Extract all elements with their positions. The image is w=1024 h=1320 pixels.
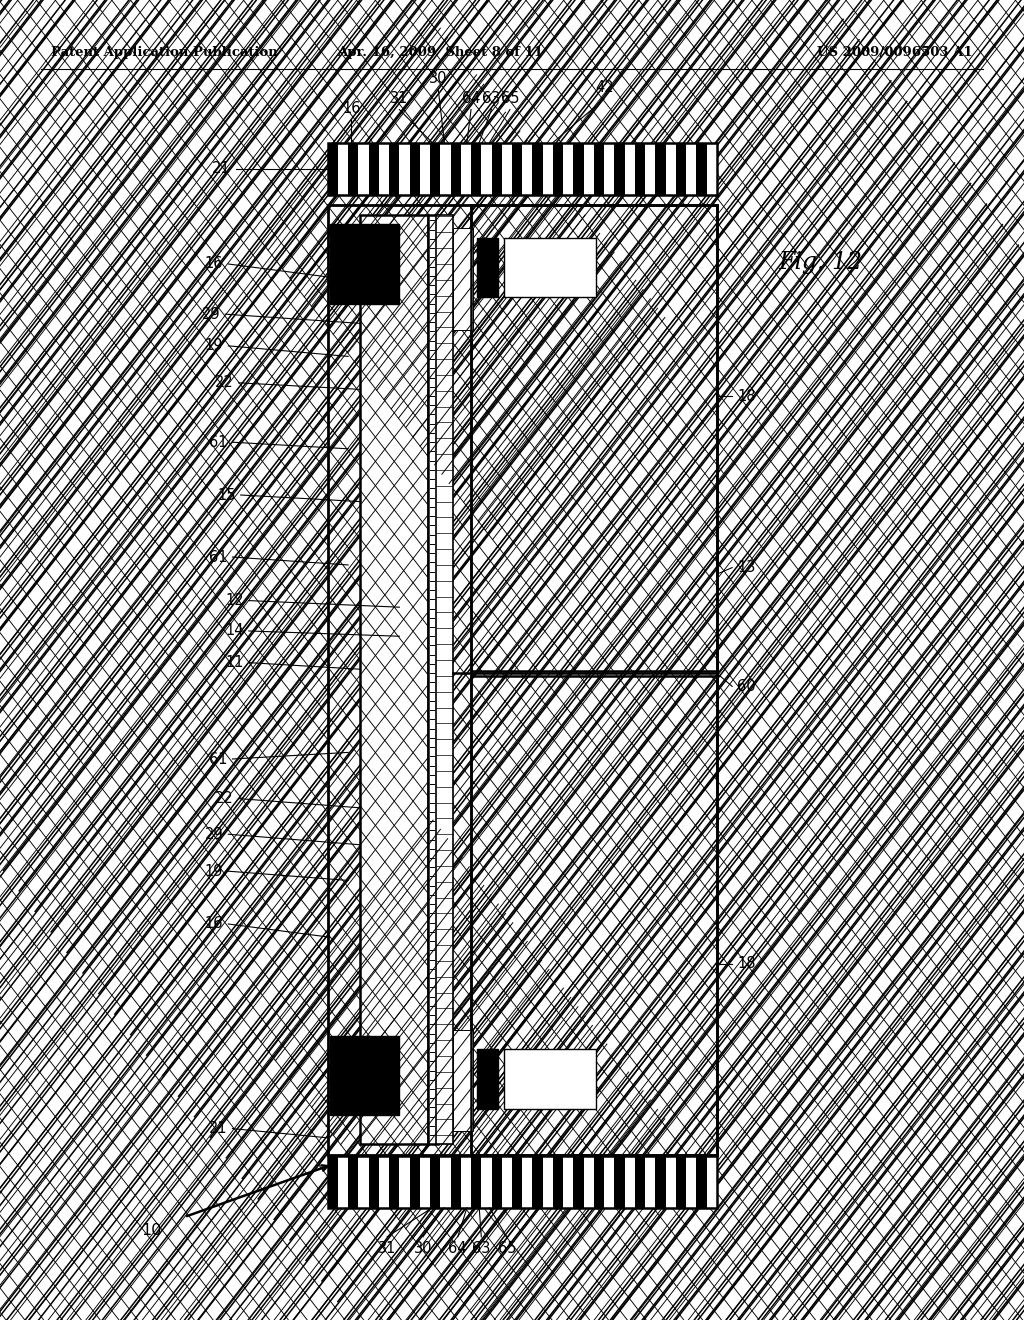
- Bar: [477, 238, 498, 297]
- Text: 21: 21: [209, 1121, 227, 1137]
- Bar: [453, 228, 473, 330]
- Text: 60: 60: [737, 678, 756, 694]
- Bar: [594, 143, 604, 195]
- Text: 19: 19: [205, 863, 223, 879]
- Bar: [428, 215, 438, 1144]
- Bar: [348, 1156, 358, 1208]
- Bar: [471, 143, 481, 195]
- Bar: [635, 143, 645, 195]
- Bar: [614, 143, 625, 195]
- Text: 30: 30: [429, 71, 447, 86]
- Text: 16: 16: [342, 102, 360, 116]
- Text: US 2009/0096503 A1: US 2009/0096503 A1: [817, 46, 973, 59]
- Text: 64: 64: [462, 91, 480, 106]
- Bar: [655, 143, 666, 195]
- Bar: [614, 1156, 625, 1208]
- Bar: [504, 1049, 596, 1109]
- Text: 12: 12: [225, 593, 244, 609]
- Bar: [389, 1156, 399, 1208]
- Bar: [512, 143, 522, 195]
- Text: 64: 64: [449, 1241, 467, 1255]
- Bar: [512, 1156, 522, 1208]
- Text: 42: 42: [595, 81, 613, 95]
- Bar: [492, 143, 502, 195]
- Bar: [328, 1156, 717, 1208]
- Text: 13: 13: [737, 560, 756, 576]
- Text: 63: 63: [472, 1241, 490, 1255]
- Bar: [696, 143, 707, 195]
- Text: 31: 31: [378, 1241, 396, 1255]
- Bar: [328, 143, 338, 195]
- Bar: [328, 1156, 338, 1208]
- Bar: [430, 1156, 440, 1208]
- Bar: [453, 1030, 473, 1131]
- Bar: [696, 1156, 707, 1208]
- Text: 29: 29: [202, 306, 220, 322]
- Text: Apr. 16, 2009  Sheet 8 of 11: Apr. 16, 2009 Sheet 8 of 11: [337, 46, 544, 59]
- Bar: [594, 1156, 604, 1208]
- Bar: [369, 1156, 379, 1208]
- Bar: [471, 676, 717, 1155]
- Bar: [676, 143, 686, 195]
- Text: 22: 22: [215, 791, 233, 807]
- Bar: [369, 143, 379, 195]
- Text: 29: 29: [205, 826, 223, 842]
- Text: 10: 10: [141, 1222, 162, 1238]
- Text: 30: 30: [414, 1241, 432, 1255]
- Bar: [471, 205, 717, 671]
- Bar: [532, 143, 543, 195]
- Text: Fig. 12: Fig. 12: [778, 251, 862, 273]
- Text: 16: 16: [205, 916, 223, 932]
- Bar: [676, 1156, 686, 1208]
- Text: 11: 11: [225, 655, 244, 671]
- Text: 18: 18: [737, 956, 756, 972]
- Bar: [655, 1156, 666, 1208]
- Bar: [348, 143, 358, 195]
- Bar: [410, 143, 420, 195]
- Text: 61: 61: [209, 751, 227, 767]
- Bar: [553, 1156, 563, 1208]
- Text: 19: 19: [205, 338, 223, 354]
- Text: 31: 31: [390, 91, 409, 106]
- Text: 65: 65: [501, 91, 519, 106]
- Text: Patent Application Publication: Patent Application Publication: [51, 46, 278, 59]
- Text: 14: 14: [225, 623, 244, 639]
- Bar: [635, 1156, 645, 1208]
- Text: 61: 61: [209, 549, 227, 565]
- Bar: [532, 1156, 543, 1208]
- Text: 65: 65: [498, 1241, 516, 1255]
- Bar: [573, 143, 584, 195]
- Bar: [328, 205, 717, 1155]
- Text: 18: 18: [737, 388, 756, 404]
- Bar: [504, 238, 596, 297]
- Bar: [330, 1036, 399, 1115]
- Bar: [477, 1049, 498, 1109]
- Bar: [430, 143, 440, 195]
- Text: 63: 63: [482, 91, 501, 106]
- Bar: [573, 1156, 584, 1208]
- Bar: [471, 1156, 481, 1208]
- Bar: [436, 215, 453, 1144]
- Bar: [451, 1156, 461, 1208]
- Bar: [451, 143, 461, 195]
- Bar: [328, 205, 360, 1155]
- Bar: [360, 215, 428, 1144]
- Bar: [330, 224, 399, 304]
- Text: 15: 15: [217, 487, 236, 503]
- Bar: [471, 205, 717, 671]
- Bar: [492, 1156, 502, 1208]
- Bar: [328, 205, 717, 1155]
- Text: 16: 16: [205, 256, 223, 272]
- Bar: [410, 1156, 420, 1208]
- Text: 22: 22: [215, 375, 233, 391]
- Bar: [553, 143, 563, 195]
- Text: 21: 21: [212, 161, 230, 177]
- Bar: [328, 143, 717, 195]
- Bar: [389, 143, 399, 195]
- Text: 61: 61: [209, 434, 227, 450]
